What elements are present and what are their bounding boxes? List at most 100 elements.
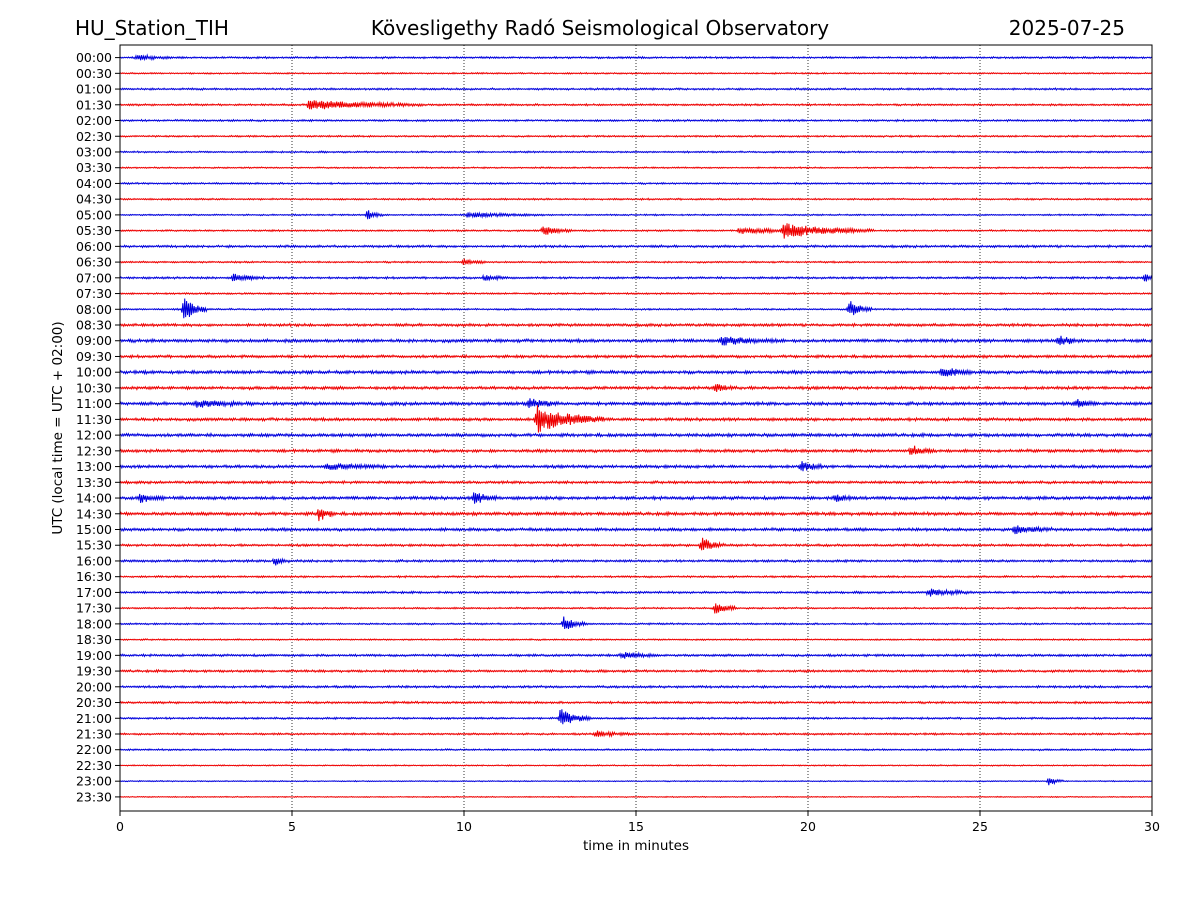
seismic-traces <box>119 53 1153 799</box>
x-axis-label: time in minutes <box>583 838 689 854</box>
trace-09:30 <box>119 353 1153 360</box>
trace-16:30 <box>119 574 1153 579</box>
trace-18:30 <box>119 637 1153 642</box>
trace-00:00 <box>119 53 1153 62</box>
y-tick-label: 09:00 <box>76 333 112 348</box>
trace-14:30 <box>119 509 1153 522</box>
trace-01:30 <box>119 100 1153 110</box>
trace-05:00 <box>119 210 1153 220</box>
trace-20:30 <box>119 700 1153 705</box>
y-tick-label: 00:30 <box>76 66 112 81</box>
trace-15:00 <box>119 525 1153 535</box>
trace-18:00 <box>119 616 1153 630</box>
y-tick-label: 22:30 <box>76 758 112 773</box>
y-tick-label: 03:30 <box>76 160 112 175</box>
trace-06:30 <box>119 258 1153 266</box>
y-tick-label: 13:30 <box>76 475 112 490</box>
y-tick-label: 11:30 <box>76 412 112 427</box>
x-tick-label: 5 <box>288 819 296 834</box>
trace-08:30 <box>119 322 1153 328</box>
y-tick-label: 09:30 <box>76 349 112 364</box>
trace-15:30 <box>119 537 1153 551</box>
y-tick-label: 18:30 <box>76 632 112 647</box>
y-tick-label: 10:30 <box>76 380 112 395</box>
trace-21:00 <box>119 709 1153 725</box>
y-tick-label: 07:30 <box>76 286 112 301</box>
y-tick-label: 16:00 <box>76 553 112 568</box>
trace-21:30 <box>119 730 1153 738</box>
trace-22:30 <box>119 764 1153 767</box>
y-tick-label: 15:30 <box>76 538 112 553</box>
trace-07:30 <box>119 291 1153 296</box>
station-name: HU_Station_TIH <box>75 16 229 40</box>
trace-13:30 <box>119 479 1153 485</box>
trace-20:00 <box>119 684 1153 690</box>
y-tick-label: 06:00 <box>76 239 112 254</box>
x-tick-label: 15 <box>628 819 644 834</box>
trace-03:00 <box>119 150 1153 154</box>
x-gridlines <box>291 45 981 811</box>
y-tick-label: 10:00 <box>76 365 112 380</box>
trace-04:30 <box>119 197 1153 201</box>
y-tick-label: 14:30 <box>76 506 112 521</box>
trace-16:00 <box>119 557 1153 566</box>
x-tick-label: 20 <box>800 819 816 834</box>
trace-19:00 <box>119 651 1153 660</box>
trace-03:30 <box>119 166 1153 170</box>
y-tick-label: 16:30 <box>76 569 112 584</box>
x-tick-label: 30 <box>1144 819 1160 834</box>
y-tick-label: 12:00 <box>76 428 112 443</box>
y-tick-label: 07:00 <box>76 270 112 285</box>
y-tick-label: 15:00 <box>76 522 112 537</box>
y-tick-label: 18:00 <box>76 616 112 631</box>
trace-02:30 <box>119 134 1153 139</box>
trace-00:30 <box>119 71 1153 75</box>
y-tick-label: 13:00 <box>76 459 112 474</box>
x-axis-ticks: 0 5 10 15 20 25 30 <box>116 811 1160 834</box>
trace-02:00 <box>119 118 1153 123</box>
y-tick-label: 17:00 <box>76 585 112 600</box>
y-tick-label: 05:30 <box>76 223 112 238</box>
y-tick-label: 22:00 <box>76 742 112 757</box>
trace-04:00 <box>119 181 1153 186</box>
y-tick-label: 04:30 <box>76 192 112 207</box>
trace-13:00 <box>119 461 1153 472</box>
trace-10:00 <box>119 368 1153 377</box>
y-tick-label: 20:30 <box>76 695 112 710</box>
trace-08:00 <box>119 298 1153 319</box>
y-tick-label: 12:30 <box>76 443 112 458</box>
y-tick-label: 21:30 <box>76 726 112 741</box>
trace-12:30 <box>119 445 1153 455</box>
y-tick-label: 04:00 <box>76 176 112 191</box>
trace-12:00 <box>119 432 1153 439</box>
y-axis-ticks: 00:0000:3001:0001:3002:0002:3003:0003:30… <box>76 50 120 804</box>
y-tick-label: 01:00 <box>76 82 112 97</box>
y-tick-label: 01:30 <box>76 97 112 112</box>
trace-09:00 <box>119 335 1153 346</box>
y-tick-label: 17:30 <box>76 601 112 616</box>
y-tick-label: 21:00 <box>76 711 112 726</box>
y-tick-label: 19:30 <box>76 664 112 679</box>
y-tick-label: 03:00 <box>76 144 112 159</box>
x-tick-label: 25 <box>972 819 988 834</box>
trace-17:30 <box>119 603 1153 614</box>
trace-11:30 <box>119 405 1153 433</box>
y-tick-label: 02:00 <box>76 113 112 128</box>
y-tick-label: 19:00 <box>76 648 112 663</box>
trace-07:00 <box>119 273 1153 282</box>
trace-11:00 <box>119 398 1153 409</box>
trace-01:00 <box>119 87 1153 92</box>
observatory-title: Kövesligethy Radó Seismological Observat… <box>371 16 829 40</box>
y-tick-label: 11:00 <box>76 396 112 411</box>
y-tick-label: 20:00 <box>76 679 112 694</box>
trace-06:00 <box>119 243 1153 249</box>
y-tick-label: 14:00 <box>76 491 112 506</box>
record-date: 2025-07-25 <box>1009 16 1125 40</box>
x-tick-label: 10 <box>456 819 472 834</box>
y-axis-label: UTC (local time = UTC + 02:00) <box>50 321 66 534</box>
trace-17:00 <box>119 588 1153 597</box>
y-tick-label: 06:30 <box>76 255 112 270</box>
trace-10:30 <box>119 383 1153 393</box>
y-tick-label: 02:30 <box>76 129 112 144</box>
